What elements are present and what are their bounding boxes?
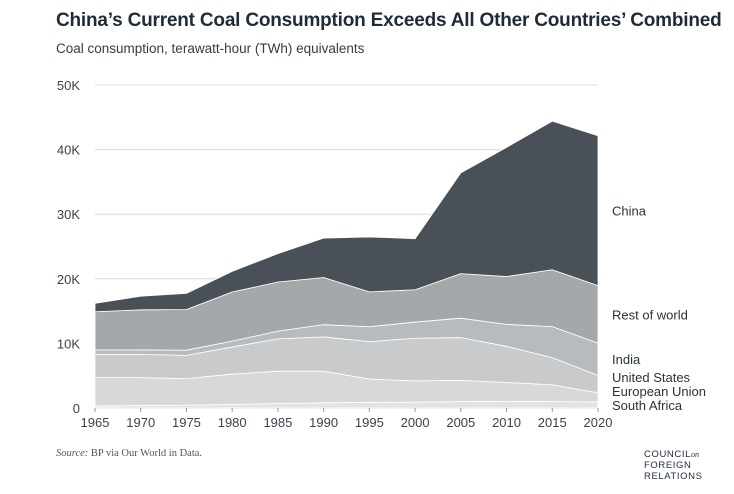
- logo-on: on: [690, 450, 699, 459]
- source-label: Source:: [56, 448, 89, 459]
- y-tick-label: 20K: [57, 272, 80, 287]
- x-tick-label: 2000: [401, 415, 430, 430]
- x-tick-label: 1975: [172, 415, 201, 430]
- x-tick-label: 1990: [309, 415, 338, 430]
- x-tick-label: 2020: [584, 415, 613, 430]
- source-note: Source: BP via Our World in Data.: [56, 448, 202, 459]
- chart-title: China’s Current Coal Consumption Exceeds…: [56, 10, 722, 31]
- y-tick-label: 10K: [57, 336, 80, 351]
- y-tick-label: 0: [73, 401, 80, 416]
- area-china: [94, 120, 599, 313]
- x-tick-label: 2005: [446, 415, 475, 430]
- cfr-logo: COUNCILon FOREIGN RELATIONS: [644, 449, 703, 482]
- chart-subtitle: Coal consumption, terawatt-hour (TWh) eq…: [56, 41, 365, 56]
- x-tick-label: 1995: [355, 415, 384, 430]
- series-label-european-union: European Union: [612, 384, 706, 399]
- logo-line1: COUNCIL: [644, 449, 691, 460]
- x-axis-ticks: 1965 1970 1975 1980 1985 1990 1995 2000 2005 2010…: [81, 408, 613, 430]
- x-tick-label: 1985: [263, 415, 292, 430]
- series-label-united-states: United States: [612, 370, 691, 385]
- logo-line3: RELATIONS: [644, 471, 703, 482]
- series-label-rest-of-world: Rest of world: [612, 307, 688, 322]
- x-tick-label: 1970: [126, 415, 155, 430]
- x-tick-label: 2010: [492, 415, 521, 430]
- area-series: [94, 120, 599, 409]
- series-label-china: China: [612, 204, 647, 219]
- logo-line2: FOREIGN: [644, 460, 692, 471]
- x-tick-label: 2015: [538, 415, 567, 430]
- y-tick-label: 50K: [57, 78, 80, 93]
- source-text: BP via Our World in Data.: [90, 448, 203, 459]
- y-tick-label: 40K: [57, 143, 80, 158]
- series-label-india: India: [612, 352, 641, 367]
- series-label-south-africa: South Africa: [612, 398, 683, 413]
- x-tick-label: 1965: [81, 415, 110, 430]
- x-tick-label: 1980: [218, 415, 247, 430]
- y-axis-ticks: 0 10K 20K 30K 40K 50K: [57, 78, 80, 416]
- y-tick-label: 30K: [57, 207, 80, 222]
